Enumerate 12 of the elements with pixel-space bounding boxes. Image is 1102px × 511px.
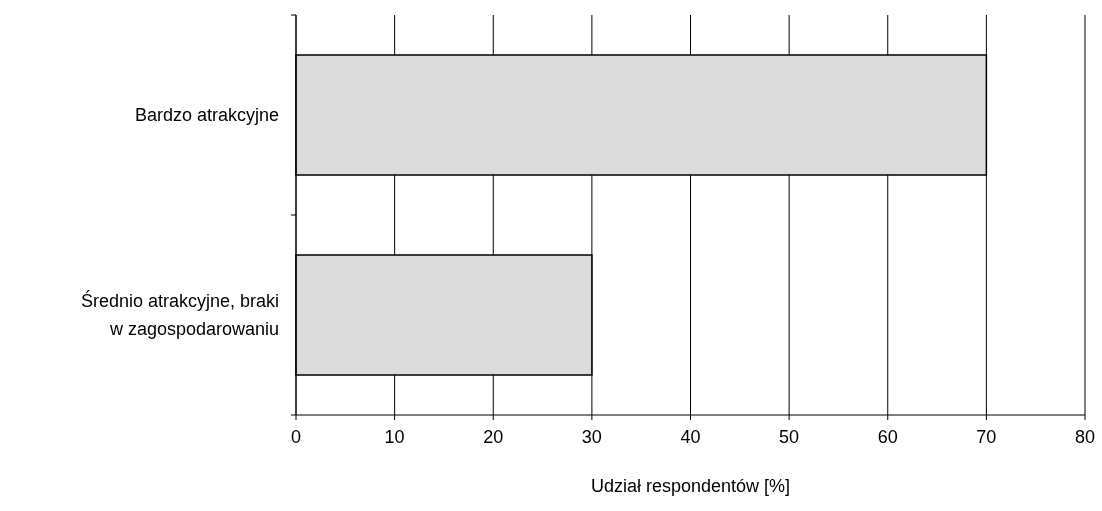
x-tick-label: 30	[581, 427, 602, 447]
x-tick-label: 70	[976, 427, 997, 447]
x-tick-label: 40	[680, 427, 701, 447]
x-tick-label: 50	[779, 427, 800, 447]
y-tick-label: Średnio atrakcyjne, braki w zagospodarowaniu	[80, 290, 279, 339]
x-tick-label: 80	[1074, 427, 1096, 447]
x-tick-label: 0	[290, 427, 302, 447]
x-tick-label: 10	[384, 427, 405, 447]
x-tick-label: 20	[483, 427, 504, 447]
x-axis-title: Udział respondentów [%]	[590, 476, 791, 496]
y-tick-label: Bardzo atrakcyjne	[134, 105, 279, 125]
x-tick-label: 60	[877, 427, 898, 447]
